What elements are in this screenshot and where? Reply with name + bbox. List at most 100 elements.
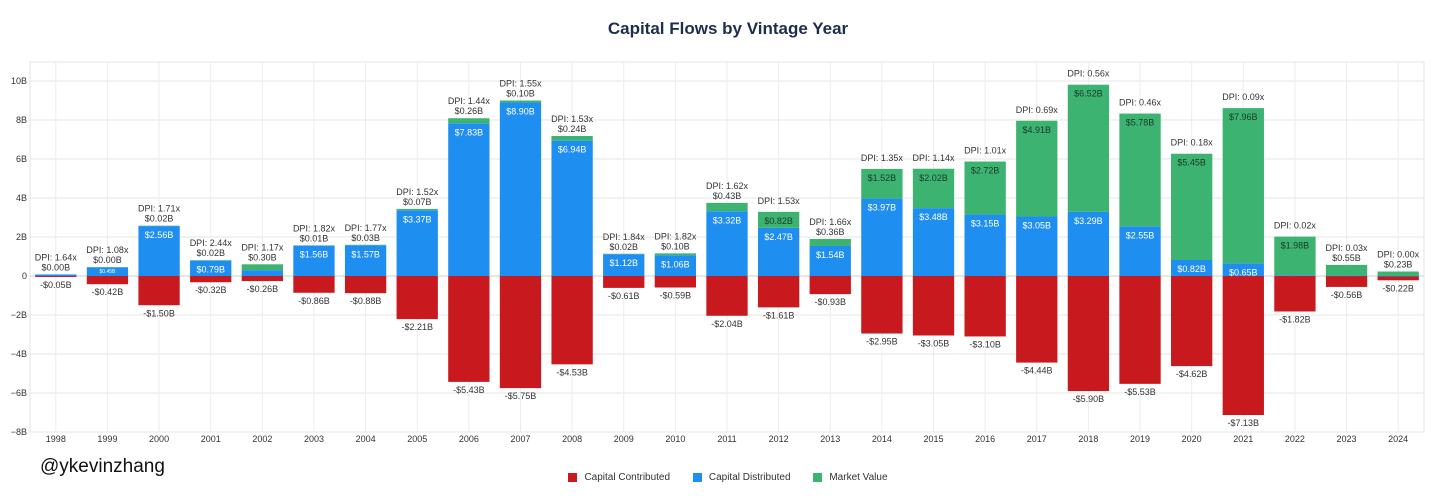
bar-capital-distributed xyxy=(551,140,593,276)
label-capital-contributed: -$5.53B xyxy=(1124,387,1156,397)
bar-capital-contributed xyxy=(1016,276,1058,363)
x-tick-label: 2006 xyxy=(459,434,479,444)
label-capital-distributed: $3.37B xyxy=(403,214,432,224)
label-market-value: $1.98B xyxy=(1281,241,1310,251)
x-tick-label: 2014 xyxy=(872,434,892,444)
bar-capital-distributed xyxy=(861,198,903,276)
label-capital-distributed: $6.94B xyxy=(558,145,587,155)
bar-capital-distributed xyxy=(912,208,955,276)
bar-capital-distributed xyxy=(603,254,645,276)
bar-capital-distributed xyxy=(1274,275,1316,276)
bar-capital-contributed xyxy=(499,276,542,389)
x-tick-label: 2012 xyxy=(769,434,789,444)
bar-capital-contributed xyxy=(1325,276,1368,287)
label-top-market-value: $0.01B xyxy=(300,233,329,243)
label-capital-contributed: -$0.26B xyxy=(247,284,279,294)
bar-market-value xyxy=(809,238,851,246)
y-tick-label: −8B xyxy=(11,427,27,437)
bar-capital-contributed xyxy=(1274,276,1316,312)
label-capital-distributed: $1.12B xyxy=(609,258,638,268)
label-top-market-value: $0.00B xyxy=(42,262,71,272)
label-capital-contributed: -$3.10B xyxy=(969,339,1001,349)
bar-capital-distributed xyxy=(1325,275,1368,277)
label-capital-distributed: $3.48B xyxy=(919,212,948,222)
label-top-market-value: $0.55B xyxy=(1332,253,1361,263)
label-capital-contributed: -$4.62B xyxy=(1176,369,1208,379)
bar-market-value xyxy=(1325,264,1368,276)
legend-swatch-contributed xyxy=(568,473,578,482)
label-capital-contributed: -$0.86B xyxy=(298,296,330,306)
label-dpi: DPI: 1.82x xyxy=(654,231,697,241)
label-capital-contributed: -$0.42B xyxy=(92,287,124,297)
legend-item-market-value[interactable]: Market Value xyxy=(813,472,888,483)
bars xyxy=(35,84,1419,416)
label-dpi: DPI: 1.62x xyxy=(706,181,749,191)
label-capital-distributed: $3.32B xyxy=(713,215,742,225)
legend-item-capital-contributed[interactable]: Capital Contributed xyxy=(568,472,670,483)
x-tick-label: 2021 xyxy=(1233,434,1253,444)
x-tick-label: 2013 xyxy=(820,434,840,444)
label-capital-contributed: -$0.93B xyxy=(814,297,846,307)
label-dpi: DPI: 0.09x xyxy=(1222,92,1265,102)
label-dpi: DPI: 1.64x xyxy=(35,252,78,262)
label-capital-distributed: $2.55B xyxy=(1126,230,1155,240)
y-tick-label: 10B xyxy=(11,76,27,86)
label-market-value: $5.78B xyxy=(1126,118,1155,128)
bar-capital-distributed xyxy=(190,260,232,276)
x-tick-label: 2022 xyxy=(1285,434,1305,444)
bar-capital-distributed xyxy=(809,245,851,276)
bar-capital-distributed xyxy=(964,214,1006,276)
bar-capital-distributed xyxy=(654,255,697,276)
bar-capital-contributed xyxy=(1119,276,1161,384)
bar-capital-contributed xyxy=(654,276,697,288)
label-market-value: $2.02B xyxy=(919,173,948,183)
author-watermark: @ykevinzhang xyxy=(40,456,165,477)
bar-capital-distributed xyxy=(499,102,542,276)
label-dpi: DPI: 0.03x xyxy=(1326,243,1369,253)
label-capital-distributed: $1.56B xyxy=(300,250,329,260)
axes: −8B −6B −4B −2B 0 2B 4B 6B 8B 10B 1998 1999 2000 2001… xyxy=(11,76,1408,444)
bar-capital-distributed xyxy=(1067,211,1110,276)
label-capital-distributed: $3.05B xyxy=(1023,221,1052,231)
bar-market-value xyxy=(551,135,593,141)
y-tick-label: −4B xyxy=(11,349,27,359)
label-dpi: DPI: 1.53x xyxy=(551,114,594,124)
label-top-market-value: $0.23B xyxy=(1384,260,1413,270)
label-dpi: DPI: 0.00x xyxy=(1377,250,1420,260)
bar-capital-contributed xyxy=(861,276,903,334)
y-tick-label: −6B xyxy=(11,388,27,398)
bar-market-value xyxy=(396,208,438,211)
label-capital-contributed: -$1.61B xyxy=(763,310,795,320)
x-tick-label: 2019 xyxy=(1130,434,1150,444)
x-tick-label: 2009 xyxy=(614,434,634,444)
label-capital-distributed: $0.65B xyxy=(1229,267,1258,277)
label-dpi: DPI: 0.18x xyxy=(1171,138,1214,148)
label-dpi: DPI: 1.84x xyxy=(603,232,646,242)
bar-capital-distributed xyxy=(241,270,283,276)
bar-market-value xyxy=(654,253,697,256)
legend-label-distributed: Capital Distributed xyxy=(708,472,791,483)
bar-capital-distributed xyxy=(1171,260,1213,276)
x-tick-label: 2018 xyxy=(1078,434,1098,444)
bar-capital-distributed xyxy=(448,123,490,276)
x-tick-label: 2002 xyxy=(252,434,272,444)
label-top-market-value: $0.03B xyxy=(351,233,380,243)
label-dpi: DPI: 1.52x xyxy=(396,187,439,197)
bar-market-value xyxy=(706,202,748,212)
bar-capital-contributed xyxy=(1171,276,1213,367)
label-market-value: $1.52B xyxy=(868,173,897,183)
bar-market-value xyxy=(1222,108,1264,264)
x-tick-label: 1999 xyxy=(97,434,117,444)
label-dpi: DPI: 0.69x xyxy=(1016,105,1059,115)
label-capital-distributed: $7.83B xyxy=(455,127,484,137)
legend: Capital Contributed Capital Distributed … xyxy=(0,472,1456,485)
y-tick-label: 4B xyxy=(16,193,27,203)
legend-item-capital-distributed[interactable]: Capital Distributed xyxy=(692,472,791,483)
bar-market-value xyxy=(344,244,387,246)
bar-capital-contributed xyxy=(964,276,1006,337)
y-tick-label: −2B xyxy=(11,310,27,320)
label-dpi: DPI: 1.14x xyxy=(913,153,956,163)
bar-capital-contributed xyxy=(1377,276,1419,281)
label-dpi: DPI: 1.35x xyxy=(861,153,904,163)
